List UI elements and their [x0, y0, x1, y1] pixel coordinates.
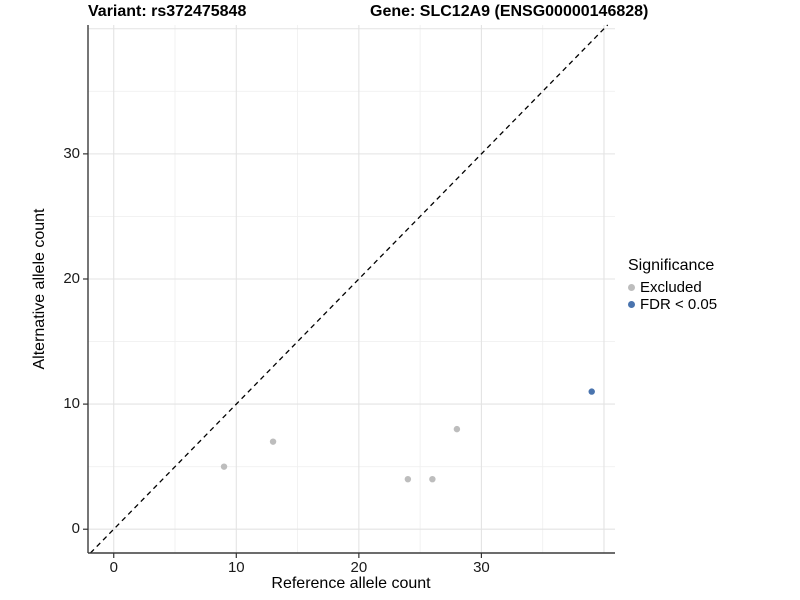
- x-tick-label: 30: [473, 559, 490, 576]
- data-point-excluded: [429, 475, 436, 483]
- legend-item-label: FDR < 0.05: [640, 296, 718, 313]
- y-tick-label: 10: [63, 395, 80, 413]
- excluded-dot-icon: [628, 284, 635, 291]
- data-point-excluded: [220, 463, 228, 470]
- legend-item-label: Excluded: [640, 279, 702, 296]
- x-axis-label: Reference allele count: [271, 575, 431, 592]
- variant-title: Variant: rs372475848: [88, 3, 247, 20]
- y-tick-label: 0: [71, 520, 80, 538]
- y-tick-label: 30: [63, 144, 80, 162]
- legend-item-excluded: Excluded: [628, 279, 717, 296]
- x-tick-label: 0: [109, 559, 118, 576]
- gene-title: Gene: SLC12A9 (ENSG00000146828): [370, 3, 649, 20]
- data-point-excluded: [453, 425, 461, 433]
- x-tick-label: 10: [227, 559, 245, 576]
- x-tick-label: 20: [350, 559, 368, 576]
- data-point-excluded: [404, 475, 412, 483]
- y-tick-label: 20: [63, 269, 80, 287]
- identity-line: [89, 24, 609, 554]
- legend: Significance Excluded FDR < 0.05: [628, 256, 717, 313]
- fdr-dot-icon: [628, 301, 635, 308]
- legend-item-fdr: FDR < 0.05: [628, 296, 717, 313]
- data-point-fdr: [588, 388, 595, 395]
- legend-title: Significance: [628, 257, 715, 274]
- data-point-excluded: [269, 438, 277, 445]
